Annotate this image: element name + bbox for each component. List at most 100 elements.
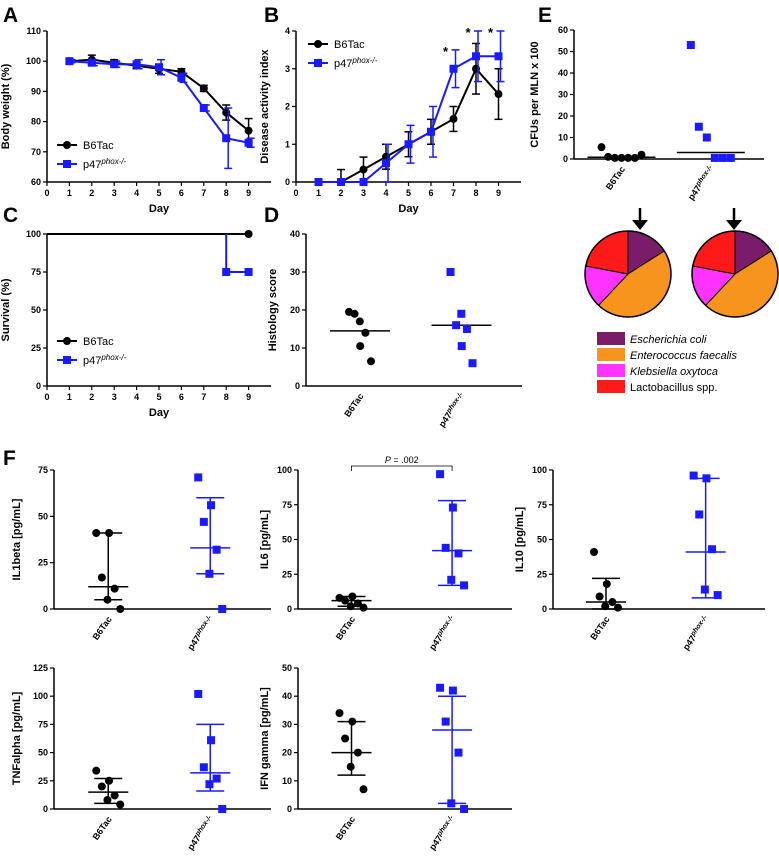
legend-marker-p47	[63, 356, 71, 364]
data-point-b6tac	[92, 766, 101, 775]
x-tick-label: 8	[224, 188, 229, 198]
panel-label-d: D	[264, 204, 279, 227]
group-label-p47: p47phox-/-	[427, 614, 458, 652]
group-label-b6tac: B6Tac	[604, 164, 627, 191]
x-tick-label: 1	[67, 392, 72, 402]
y-tick-label: 50	[31, 305, 41, 315]
data-point-p47	[448, 686, 457, 695]
y-tick-label: 10	[282, 776, 292, 786]
data-point-p47	[494, 52, 503, 61]
chart-f-tnfalpha: 0 25 50 75 100 125 TNFalpha [pg/mL] B6Tac p47pho…	[11, 663, 271, 852]
data-point-p47	[457, 342, 466, 351]
x-tick-label: 4	[134, 188, 139, 198]
data-point-p47	[472, 52, 480, 61]
y-tick-label: 25	[38, 558, 48, 568]
data-point-b6tac	[346, 602, 355, 611]
group-label-b6tac: B6Tac	[91, 614, 114, 641]
data-point-b6tac	[614, 603, 622, 612]
data-point-b6tac	[608, 598, 617, 607]
pie-chart-b6tac	[584, 230, 672, 318]
data-point-p47	[708, 545, 717, 554]
legend-swatch-1	[597, 332, 625, 345]
x-tick-label: 6	[428, 188, 433, 198]
x-tick-label: 6	[179, 188, 184, 198]
data-point-p47	[207, 501, 216, 510]
significance-star: *	[443, 44, 449, 59]
data-point-p47	[436, 683, 445, 692]
data-point-b6tac	[116, 605, 125, 613]
x-tick-label: 5	[156, 188, 161, 198]
group-label-p47: p47phox-/-	[427, 814, 458, 852]
y-tick-label: 75	[282, 500, 292, 510]
data-point-p47	[695, 510, 704, 519]
legend-superscript: phox-/-	[100, 353, 126, 362]
y-tick-label: 125	[33, 663, 48, 673]
data-point-b6tac	[110, 584, 119, 593]
legend-label-p47: p47phox-/-	[83, 157, 127, 171]
legend-label-4: Lactobacillus spp.	[630, 382, 717, 394]
data-point-p47	[110, 60, 119, 69]
data-point-p47	[462, 325, 471, 333]
data-point-p47	[452, 321, 461, 330]
panel-label-e: E	[538, 4, 552, 27]
group-label-b6tac: B6Tac	[334, 614, 357, 641]
data-point-p47	[404, 140, 413, 149]
data-point-b6tac	[590, 548, 598, 557]
legend-superscript: phox-/-	[351, 56, 377, 65]
y-tick-label: 3	[285, 64, 290, 74]
x-tick-label: 3	[112, 392, 117, 402]
data-point-b6tac	[595, 592, 604, 601]
data-point-b6tac	[624, 153, 633, 162]
group-label-superscript: phox-/-	[694, 164, 714, 188]
x-tick-label: 3	[361, 188, 366, 198]
chart-f-ifngamma: 0 10 20 30 40 50 IFN gamma [pg/mL] B6Tac p47phox…	[259, 663, 512, 852]
data-point-b6tac	[97, 782, 106, 791]
y-tick-label: 90	[31, 86, 41, 96]
y-tick-label: 80	[31, 117, 41, 127]
y-tick-label: 50	[38, 748, 48, 758]
y-tick-label: 75	[537, 500, 547, 510]
y-tick-label: 60	[31, 177, 41, 187]
group-label-superscript: phox-/-	[194, 814, 214, 838]
y-tick-label: 0	[36, 381, 41, 391]
y-tick-label: 40	[282, 691, 292, 701]
group-label-superscript: phox-/-	[436, 814, 456, 838]
data-point-p47	[436, 470, 445, 479]
data-point-b6tac	[103, 795, 112, 804]
legend-marker-b6tac	[314, 40, 322, 48]
y-tick-label: 50	[282, 663, 292, 673]
x-tick-label: 8	[224, 392, 229, 402]
data-point-b6tac	[105, 529, 114, 538]
data-point-b6tac	[359, 785, 368, 794]
legend-marker-b6tac	[63, 337, 71, 345]
data-point-p47	[718, 153, 727, 162]
y-tick-label: 110	[26, 26, 41, 36]
y-tick-label: 0	[287, 604, 292, 614]
data-point-p47	[686, 41, 695, 50]
y-tick-label: 0	[295, 381, 300, 391]
significance-star: *	[465, 25, 471, 40]
x-tick-label: 2	[338, 188, 343, 198]
chart-e-cfu: 0 10 20 30 40 50 60 CFUs per MLN x 100 B6Tac p47p…	[529, 25, 764, 202]
x-tick-label: 0	[44, 392, 49, 402]
data-point-b6tac	[367, 357, 375, 366]
legend-swatch-2	[597, 348, 625, 361]
p-value-number: = .002	[391, 455, 419, 465]
x-tick-label: 7	[201, 188, 206, 198]
pie-chart-p47	[691, 230, 779, 318]
y-axis-label: CFUs per MLN x 100	[529, 41, 541, 147]
data-point-b6tac	[335, 709, 344, 718]
legend-swatch-3	[597, 364, 625, 377]
y-axis-label: Survival (%)	[0, 278, 12, 341]
data-point-p47	[700, 585, 709, 594]
y-tick-label: 100	[532, 465, 547, 475]
y-tick-label: 30	[290, 267, 300, 277]
y-tick-label: 25	[537, 569, 547, 579]
y-axis-label: Disease activity index	[259, 48, 271, 163]
group-label-b6tac: B6Tac	[342, 391, 365, 418]
data-point-p47	[447, 575, 456, 584]
legend-swatch-4	[597, 380, 625, 393]
data-point-b6tac	[348, 717, 357, 726]
group-label-p47: p47phox-/-	[686, 164, 717, 202]
y-tick-label: 30	[558, 90, 568, 100]
